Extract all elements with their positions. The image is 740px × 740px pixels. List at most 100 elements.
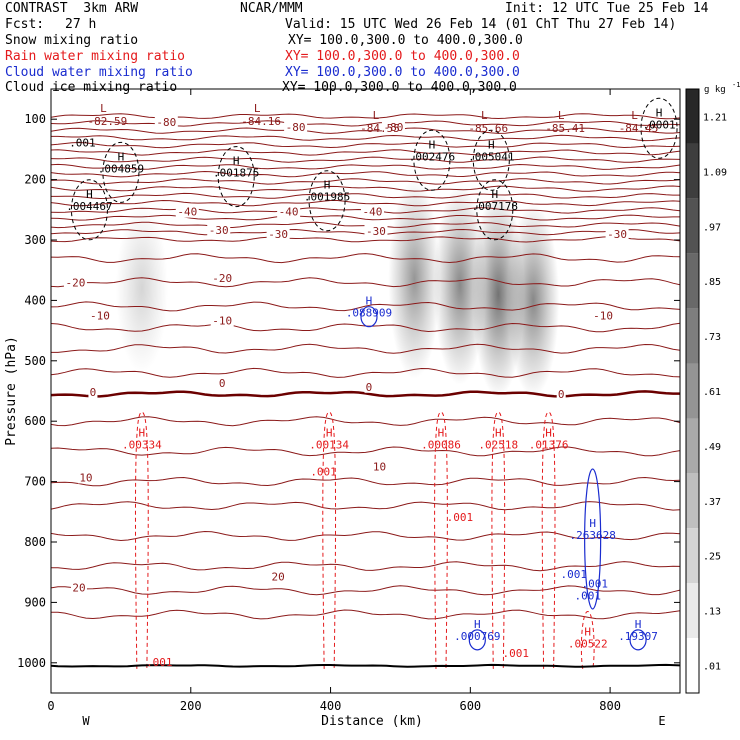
isotherm-line-26 xyxy=(51,476,680,487)
colorbar-tick-label-6: .49 xyxy=(703,442,721,453)
isotherm-label-19: 10 xyxy=(79,471,92,484)
snow-contour-1 xyxy=(70,179,108,241)
terrain-line xyxy=(51,663,680,668)
cloud-ice-plume-4 xyxy=(507,203,560,398)
temp-minimum-marker-0: L xyxy=(100,102,107,115)
isotherm-line-31 xyxy=(51,609,680,620)
temp-minimum-value-2: -84.55 xyxy=(360,122,400,135)
temp-minimum-marker-1: L xyxy=(254,102,261,115)
colorbar-segment-8 xyxy=(686,528,699,584)
east-label: E xyxy=(658,714,665,728)
isotherm-label-bg-22 xyxy=(270,570,287,583)
cloud-water-maximum-value-1: .263628 xyxy=(569,529,615,542)
cloud-water-contour-2 xyxy=(468,629,486,651)
isotherm-line-9 xyxy=(51,178,680,185)
temp-minimum-value-0: -82.59 xyxy=(88,115,128,128)
colorbar-segment-2 xyxy=(686,198,699,254)
isotherm-label-15: 0 xyxy=(90,386,97,399)
cloud-water-contour-0 xyxy=(360,306,378,328)
cloud-ice-shading xyxy=(115,179,560,398)
isotherm-label-10: -20 xyxy=(212,272,232,285)
cloud-water-contour-label-0: .001 xyxy=(561,568,588,581)
snow-maximum-marker-2: H xyxy=(233,155,240,168)
rain-maximum-marker-2: H xyxy=(438,426,445,439)
rain-contour-label-3: .001 xyxy=(146,656,173,669)
isotherm-line-6 xyxy=(51,156,680,163)
temp-minimum-marker-3: L xyxy=(481,109,488,122)
isotherm-line-28 xyxy=(51,530,680,542)
isotherm-line-12 xyxy=(51,199,680,207)
snow-contour-3 xyxy=(308,170,346,232)
isotherm-line-7 xyxy=(51,163,680,170)
rain-maximum-marker-5: H xyxy=(584,626,591,639)
isotherm-label-bg-16 xyxy=(217,377,227,390)
isotherm-line-20 xyxy=(51,301,680,312)
isotherm-label-13: -10 xyxy=(212,314,232,327)
x-tick-label-1: 200 xyxy=(180,699,202,713)
rain-contour-5 xyxy=(580,610,595,669)
isotherm-label-bg-18 xyxy=(556,388,566,401)
rain-maximum-value-0: .00334 xyxy=(122,438,162,451)
rain-maximum-value-3: .02518 xyxy=(478,438,518,451)
field-name-snow: Snow mixing ratio xyxy=(5,33,139,48)
snow-maximum-value-1: .004467 xyxy=(66,200,112,213)
snow-maximum-marker-3: H xyxy=(324,179,331,192)
snow-contour-5 xyxy=(472,129,510,191)
isotherm-label-bg-0 xyxy=(154,116,178,129)
temp-minimum-marker-5: L xyxy=(631,109,638,122)
snow-contour-2 xyxy=(217,146,255,208)
colorbar-tick-label-4: .73 xyxy=(703,332,721,343)
temp-minimum-marker-2: L xyxy=(373,109,380,122)
isotherm-line-17 xyxy=(51,236,680,243)
cloud-water-maximum-value-2: .000769 xyxy=(454,630,500,643)
west-label: W xyxy=(82,714,90,728)
contour-labels: -80 -80 -80 -40 -40 -40 -30 -30 -30 -30 -20 -20 -10 -… xyxy=(63,102,676,669)
y-tick-label-7: 800 xyxy=(24,535,46,549)
snow-maximum-value-0: .004859 xyxy=(98,162,144,175)
rain-maximum-value-1: .00134 xyxy=(309,438,349,451)
colorbar-segment-1 xyxy=(686,143,699,199)
snow-maximum-value-5: .005041 xyxy=(468,150,514,163)
isotherm-line-11 xyxy=(51,192,680,200)
rain-maximum-value-5: .00522 xyxy=(568,638,608,651)
cloud-water-maximum-value-0: .088909 xyxy=(346,307,392,320)
isotherm-line-27 xyxy=(51,501,680,511)
init-time: Init: 12 UTC Tue 25 Feb 14 xyxy=(505,1,709,16)
temp-minimum-value-1: -84.16 xyxy=(241,115,281,128)
rain-maximum-marker-3: H xyxy=(495,426,502,439)
rain-maximum-marker-0: H xyxy=(139,426,146,439)
isotherm-label-9: -30 xyxy=(607,228,627,241)
colorbar-segment-3 xyxy=(686,253,699,309)
x-tick-label-3: 600 xyxy=(459,699,481,713)
rain-contour-3 xyxy=(491,411,506,669)
rain-maximum-value-4: .01376 xyxy=(529,438,569,451)
isotherm-label-bg-13 xyxy=(210,314,234,327)
isotherm-label-bg-20 xyxy=(371,460,388,473)
freezing-level-line xyxy=(51,390,680,398)
y-tick-label-0: 100 xyxy=(24,112,46,126)
snow-contour-6 xyxy=(476,179,514,241)
colorbar-frame xyxy=(685,88,700,694)
y-tick-label-9: 1000 xyxy=(17,656,46,670)
isotherm-label-0: -80 xyxy=(156,116,176,129)
colorbar: 1.21 1.09 .97 .85 .73 .61 .49 .37 .25 .13 .01 xyxy=(685,88,727,694)
snow-maximum-value-3: .001985 xyxy=(304,191,350,204)
y-tick-label-8: 900 xyxy=(24,595,46,609)
isotherm-label-21: 20 xyxy=(72,581,85,594)
cloud-water-maximum-marker-2: H xyxy=(474,618,481,631)
isotherm-line-19 xyxy=(51,277,680,288)
x-tick-label-0: 0 xyxy=(47,699,54,713)
snow-contour-0 xyxy=(102,141,140,203)
snow-maximum-value-4: .002476 xyxy=(409,150,455,163)
colorbar-segment-5 xyxy=(686,363,699,419)
cloud-water-maximum-marker-1: H xyxy=(589,517,596,530)
isotherm-label-bg-4 xyxy=(277,205,301,218)
rain-contour-2 xyxy=(434,411,448,669)
forecast-hour: 27 h xyxy=(65,17,97,32)
isotherm-label-bg-6 xyxy=(207,223,231,236)
rain-maximum-marker-1: H xyxy=(326,426,333,439)
snow-maximum-value-6: .007178 xyxy=(472,200,518,213)
x-tick-label-4: 800 xyxy=(599,699,621,713)
isotherm-line-18 xyxy=(51,253,680,264)
colorbar-tick-label-1: 1.09 xyxy=(703,167,727,178)
